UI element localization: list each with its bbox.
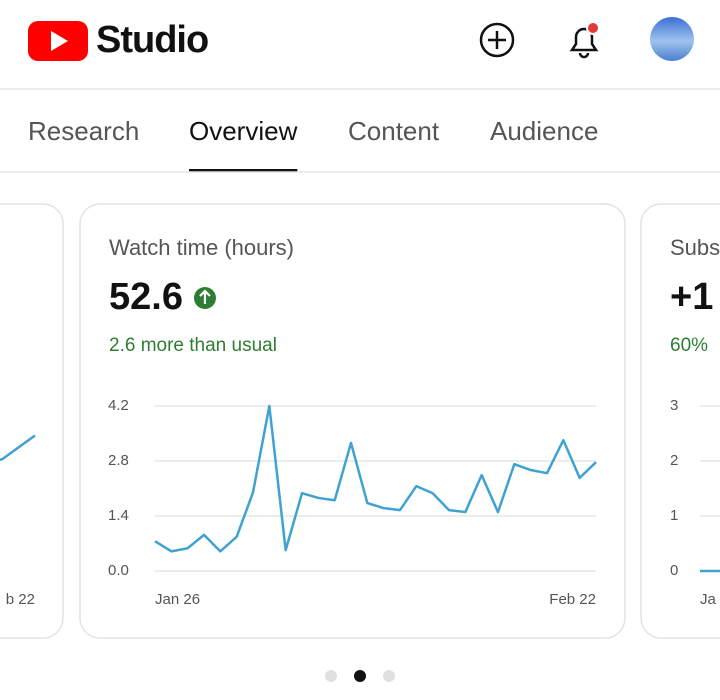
trend-arrow [199, 289, 211, 304]
pager-dot[interactable] [325, 670, 337, 682]
x-tick-label: Jan 26 [155, 591, 200, 608]
logo[interactable]: Studio [28, 19, 209, 61]
metric-title: Subs [670, 235, 720, 260]
metric-value: +1 [670, 276, 713, 318]
card[interactable] [640, 203, 720, 639]
tab-indicator [189, 169, 298, 172]
create-button[interactable] [479, 22, 515, 58]
notifications-button[interactable] [569, 21, 600, 59]
pager-dot[interactable] [383, 670, 395, 682]
y-tick-label: 2.8 [108, 452, 129, 469]
metric-subtitle: 60% [670, 335, 708, 356]
y-tick-label: 1.4 [108, 507, 129, 524]
avatar[interactable] [650, 17, 694, 61]
create-icon [479, 22, 515, 58]
create-plus [488, 31, 506, 49]
y-tick-label: 0 [670, 562, 678, 579]
card[interactable] [0, 203, 64, 639]
data-line [0, 434, 36, 462]
tab[interactable]: Research [28, 116, 139, 146]
y-tick-label: 3 [670, 397, 678, 414]
pager-dot-active[interactable] [354, 670, 366, 682]
x-tick-label: b 22 [6, 591, 35, 608]
tab[interactable]: Content [348, 116, 440, 146]
card[interactable] [79, 203, 626, 639]
bell-clapper [578, 52, 590, 59]
y-tick-label: 2 [670, 452, 678, 469]
y-tick-label: 0.0 [108, 562, 129, 579]
bell-icon [569, 27, 599, 52]
charts: b 22 Watch time (hours) 52.6 2.6 more than … [0, 235, 720, 608]
app-title: Studio [96, 19, 208, 61]
x-tick-label: Ja [700, 591, 717, 608]
metric-subtitle: 2.6 more than usual [109, 335, 277, 356]
tab[interactable]: Overview [189, 116, 298, 146]
tab[interactable]: Audience [490, 116, 598, 146]
notification-dot [586, 21, 600, 35]
metric-value: 52.6 [109, 276, 183, 318]
metric-title: Watch time (hours) [109, 235, 294, 260]
data-line [154, 404, 597, 553]
tab-bar: Research Overview Content Audience [28, 116, 598, 172]
y-tick-label: 4.2 [108, 397, 129, 414]
x-tick-label: Feb 22 [549, 591, 596, 608]
logo-play [51, 31, 68, 51]
y-tick-label: 1 [670, 507, 678, 524]
